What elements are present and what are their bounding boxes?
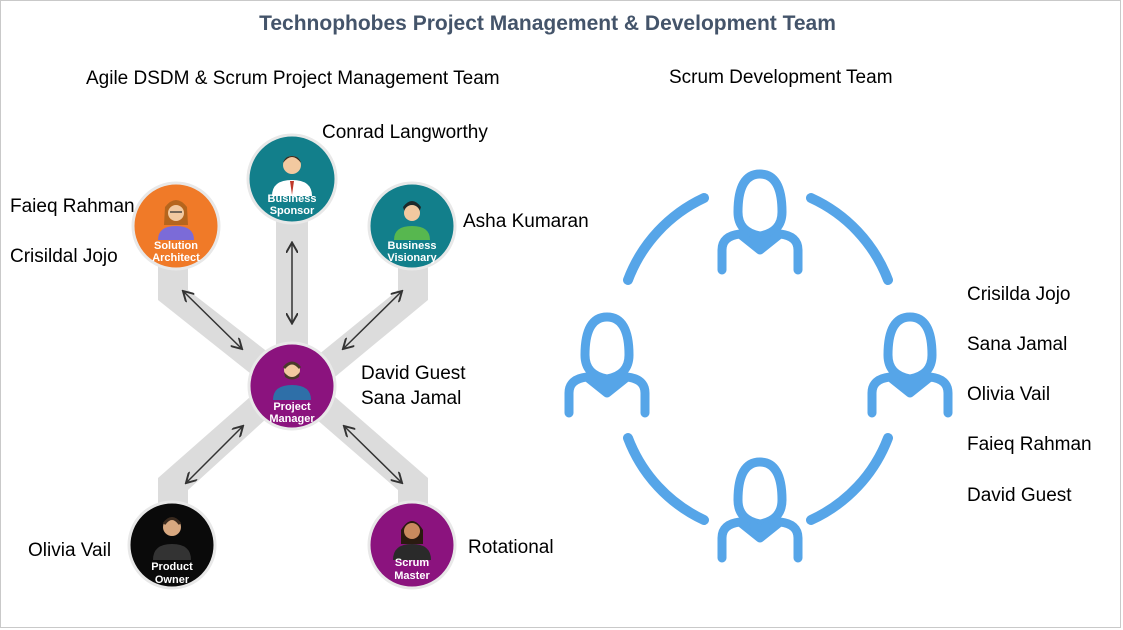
- business-visionary-line1: Business: [388, 240, 437, 252]
- product-owner-line2: Owner: [155, 574, 190, 586]
- person-icon: [153, 517, 191, 560]
- arrow-pm-scrummaster: [345, 427, 401, 482]
- dev-member-1: Crisilda Jojo: [967, 284, 1071, 305]
- person-icon: [717, 457, 803, 563]
- arc-bottom-right: [806, 433, 893, 525]
- solution-architect-name-1: Faieq Rahman: [10, 196, 135, 217]
- project-manager-node: Project Manager: [247, 341, 337, 431]
- person-icon: [273, 361, 311, 400]
- dev-member-2: Sana Jamal: [967, 334, 1068, 355]
- dev-member-3: Olivia Vail: [967, 384, 1051, 405]
- page-title: Technophobes Project Management & Develo…: [259, 12, 836, 35]
- scrum-master-line2: Master: [394, 570, 430, 582]
- arc-bottom-left: [623, 433, 709, 525]
- scrum-master-line1: Scrum: [395, 557, 429, 569]
- arrow-visionary-pm: [344, 292, 401, 348]
- person-icon: [272, 156, 312, 196]
- arrow-architect-pm: [184, 292, 241, 348]
- person-icon: [867, 312, 953, 418]
- person-icon: [158, 200, 194, 240]
- product-owner-node: Product Owner: [127, 500, 217, 590]
- person-icon: [394, 201, 430, 240]
- business-sponsor-line1: Business: [268, 193, 317, 205]
- arc-top-left: [623, 193, 709, 285]
- dev-member-4: Faieq Rahman: [967, 434, 1092, 455]
- person-icon: [564, 312, 650, 418]
- person-icon: [393, 521, 431, 560]
- scrum-master-node: Scrum Master: [367, 500, 457, 590]
- business-sponsor-name-text: Conrad Langworthy: [322, 122, 488, 143]
- right-heading: Scrum Development Team: [669, 67, 893, 88]
- business-sponsor-node: Business Sponsor: [246, 133, 338, 225]
- team-circle-icon: [623, 193, 893, 525]
- scrum-master-name: Rotational: [468, 537, 554, 558]
- double-arrow-icon: [184, 244, 401, 482]
- arc-top-right: [806, 193, 893, 285]
- business-visionary-node: Business Visionary: [367, 181, 457, 271]
- business-sponsor-name: Conrad Langworthy: [322, 120, 488, 145]
- project-manager-line1: Project: [273, 401, 311, 413]
- arrow-owner-pm: [187, 427, 242, 482]
- business-sponsor-line2: Sponsor: [270, 205, 315, 217]
- project-manager-name-2: Sana Jamal: [361, 388, 462, 409]
- solution-architect-line1: Solution: [154, 240, 198, 252]
- project-manager-line2: Manager: [269, 413, 315, 425]
- business-visionary-line2: Visionary: [387, 252, 437, 264]
- solution-architect-name-2: Crisildal Jojo: [10, 246, 118, 267]
- business-visionary-name: Asha Kumaran: [463, 211, 589, 232]
- person-icon: [717, 169, 803, 275]
- product-owner-line1: Product: [151, 561, 193, 573]
- project-manager-name-1: David Guest: [361, 363, 466, 384]
- left-heading: Agile DSDM & Scrum Project Management Te…: [86, 68, 500, 89]
- solution-architect-line2: Architect: [152, 252, 200, 264]
- product-owner-name: Olivia Vail: [28, 540, 112, 561]
- dev-member-5: David Guest: [967, 485, 1072, 506]
- solution-architect-node: Solution Architect: [131, 181, 221, 271]
